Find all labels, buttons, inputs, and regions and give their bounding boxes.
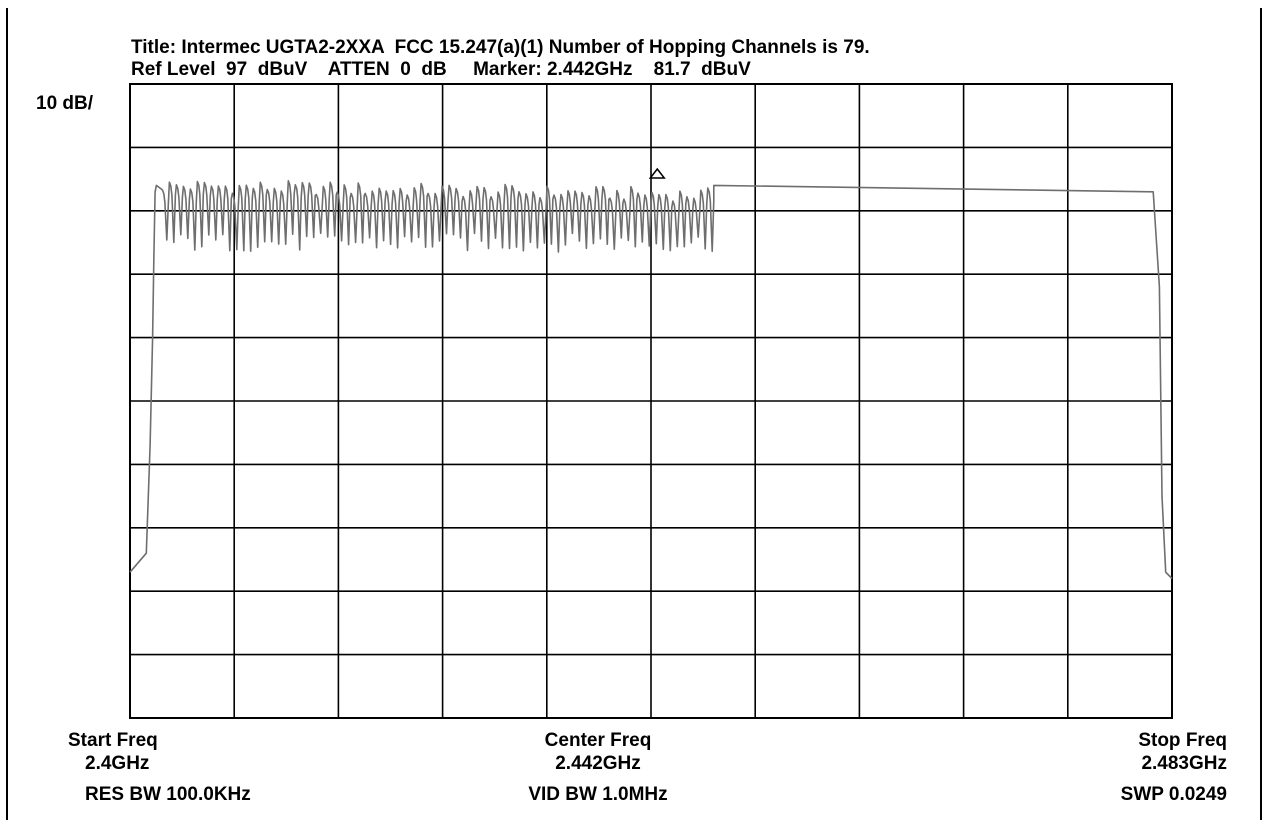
stop-freq-label: Stop Freq (1138, 730, 1227, 751)
start-freq-label: Start Freq (68, 730, 158, 751)
spectrum-trace (129, 180, 1173, 580)
marker-diamond (648, 167, 666, 179)
analyzer-settings: Ref Level 97 dBuV ATTEN 0 dB Marker: 2.4… (131, 59, 751, 80)
sweep-time: SWP 0.0249 (1120, 784, 1227, 805)
center-freq-label: Center Freq (544, 730, 652, 751)
chart-title: Title: Intermec UGTA2-2XXA FCC 15.247(a)… (131, 37, 870, 58)
scale-label: 10 dB/ (36, 93, 94, 114)
vid-bw: VID BW 1.0MHz (528, 784, 668, 805)
start-freq-value: 2.4GHz (85, 753, 150, 774)
stop-freq-value: 2.483GHz (1141, 753, 1227, 774)
analyzer-frame (6, 8, 1262, 820)
center-freq-value: 2.442GHz (555, 753, 641, 774)
res-bw: RES BW 100.0KHz (85, 784, 251, 805)
